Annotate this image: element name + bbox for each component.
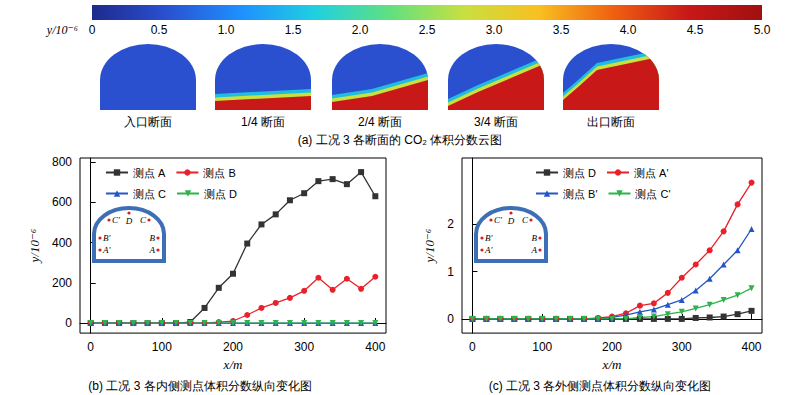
svg-text:A: A	[531, 245, 538, 255]
svg-text:(a) 工况 3 各断面的 CO₂ 体积分数云图: (a) 工况 3 各断面的 CO₂ 体积分数云图	[298, 133, 503, 147]
svg-text:B': B'	[103, 233, 111, 243]
svg-text:2.0: 2.0	[352, 23, 369, 37]
svg-text:B: B	[150, 233, 156, 243]
svg-text:0: 0	[89, 23, 96, 37]
svg-text:测点 D: 测点 D	[563, 167, 596, 179]
svg-text:5.0: 5.0	[754, 23, 771, 37]
svg-text:4.5: 4.5	[687, 23, 704, 37]
svg-text:测点 A': 测点 A'	[634, 167, 669, 179]
svg-text:3/4 断面: 3/4 断面	[474, 115, 518, 129]
svg-text:800: 800	[52, 155, 72, 169]
svg-text:y/10⁻⁶: y/10⁻⁶	[27, 228, 42, 264]
svg-text:y/10⁻⁶: y/10⁻⁶	[46, 23, 78, 37]
svg-text:300: 300	[294, 340, 314, 354]
svg-text:200: 200	[223, 340, 243, 354]
svg-text:测点 B: 测点 B	[203, 167, 235, 179]
svg-text:3.5: 3.5	[553, 23, 570, 37]
svg-text:出口断面: 出口断面	[587, 115, 635, 129]
svg-text:3.0: 3.0	[486, 23, 503, 37]
svg-text:0: 0	[469, 340, 476, 354]
svg-text:200: 200	[52, 276, 72, 290]
svg-text:300: 300	[672, 340, 692, 354]
svg-text:2.5: 2.5	[419, 23, 436, 37]
svg-text:测点 C: 测点 C	[133, 188, 166, 200]
svg-text:400: 400	[365, 340, 385, 354]
svg-text:A': A'	[484, 245, 493, 255]
svg-text:2/4 断面: 2/4 断面	[358, 115, 402, 129]
svg-text:0.5: 0.5	[151, 23, 168, 37]
html-text:(c) 工况 3 各外侧测点体积分数纵向变化图: (c) 工况 3 各外侧测点体积分数纵向变化图	[488, 379, 712, 393]
svg-text:B': B'	[485, 233, 493, 243]
svg-text:400: 400	[742, 340, 762, 354]
svg-text:200: 200	[602, 340, 622, 354]
svg-text:0: 0	[87, 340, 94, 354]
svg-text:测点 C': 测点 C'	[635, 188, 670, 200]
svg-text:测点 D: 测点 D	[204, 188, 237, 200]
svg-text:1.0: 1.0	[218, 23, 235, 37]
svg-text:100: 100	[152, 340, 172, 354]
svg-text:测点 A: 测点 A	[133, 167, 166, 179]
svg-text:B: B	[532, 233, 538, 243]
svg-text:D: D	[125, 216, 133, 226]
svg-text:A': A'	[102, 245, 111, 255]
svg-text:测点 B': 测点 B'	[563, 188, 598, 200]
svg-text:1/4 断面: 1/4 断面	[241, 115, 285, 129]
svg-text:C': C'	[494, 215, 503, 225]
svg-text:1.5: 1.5	[285, 23, 302, 37]
svg-text:C': C'	[112, 215, 121, 225]
svg-text:y/10⁻⁶: y/10⁻⁶	[422, 228, 437, 264]
svg-text:D: D	[507, 216, 515, 226]
svg-text:入口断面: 入口断面	[124, 115, 172, 129]
svg-text:400: 400	[52, 236, 72, 250]
svg-text:0: 0	[65, 316, 72, 330]
svg-text:0: 0	[447, 312, 454, 326]
svg-text:100: 100	[532, 340, 552, 354]
svg-text:C: C	[522, 215, 529, 225]
svg-text:A: A	[149, 245, 156, 255]
svg-text:4.0: 4.0	[620, 23, 637, 37]
svg-text:600: 600	[52, 195, 72, 209]
svg-text:2: 2	[447, 217, 454, 231]
svg-text:x/m: x/m	[602, 357, 622, 372]
svg-text:x/m: x/m	[223, 357, 243, 372]
svg-text:1: 1	[447, 265, 454, 279]
html-text:(b) 工况 3 各内侧测点体积分数纵向变化图: (b) 工况 3 各内侧测点体积分数纵向变化图	[88, 379, 312, 393]
svg-text:C: C	[140, 215, 147, 225]
